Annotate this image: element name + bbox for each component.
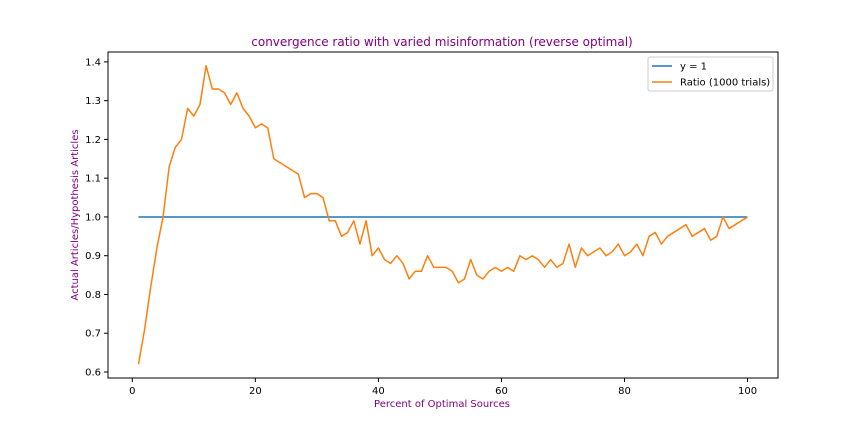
legend: y = 1 Ratio (1000 trials) [647, 56, 774, 92]
chart-title: convergence ratio with varied misinforma… [251, 35, 632, 49]
y-tick-label: 0.6 [85, 367, 101, 378]
x-tick-label: 60 [495, 386, 508, 397]
series-layer [137, 65, 748, 365]
y-tick-label: 1.3 [85, 96, 101, 107]
plot-area [107, 51, 779, 379]
y-tick-label: 1.4 [85, 57, 101, 68]
x-axis-title: Percent of Optimal Sources [374, 399, 510, 410]
y-tick-label: 0.8 [85, 290, 101, 301]
x-axis: 0 20 40 60 80 100 [129, 378, 757, 397]
legend-label: Ratio (1000 trials) [680, 78, 770, 89]
y-tick-label: 1.0 [85, 212, 101, 223]
y-tick-label: 1.2 [85, 135, 101, 146]
x-tick-label: 100 [738, 386, 757, 397]
x-tick-label: 0 [129, 386, 135, 397]
y-axis: 0.6 0.7 0.8 0.9 1.0 1.1 1.2 1.3 1.4 [85, 57, 108, 378]
x-tick-label: 40 [372, 386, 385, 397]
y-tick-label: 0.9 [85, 251, 101, 262]
plot-frame [107, 51, 779, 379]
legend-label: y = 1 [680, 62, 707, 73]
y-axis-title: Actual Articles/Hypothesis Articles [70, 129, 81, 300]
y-tick-label: 1.1 [85, 174, 101, 185]
series-line-ratio [137, 65, 748, 365]
y-tick-label: 0.7 [85, 329, 101, 340]
legend-box [647, 56, 774, 92]
x-tick-label: 80 [618, 386, 631, 397]
x-tick-label: 20 [249, 386, 262, 397]
